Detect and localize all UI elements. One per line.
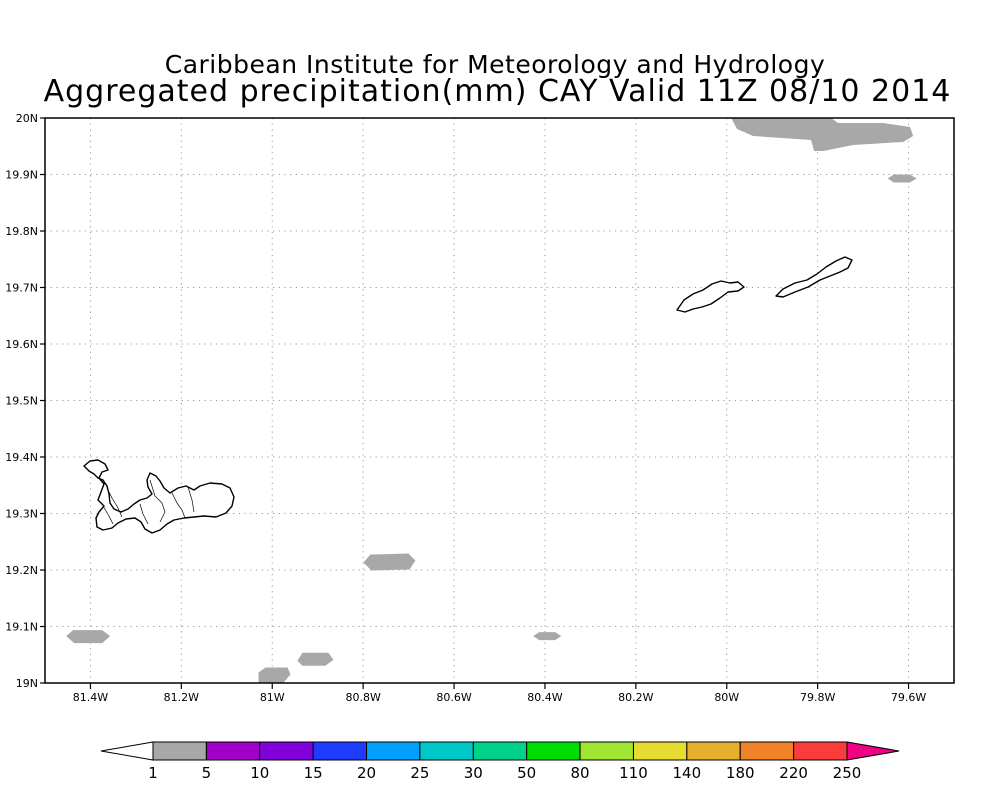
- colorbar-swatch: [205, 741, 261, 761]
- colorbar-level-label: 20: [357, 764, 376, 782]
- precip-area: [731, 117, 914, 151]
- colorbar-swatch: [472, 741, 528, 761]
- colorbar-level-label: 30: [464, 764, 483, 782]
- colorbar-level-label: 220: [779, 764, 808, 782]
- colorbar-swatch: [152, 741, 207, 761]
- colorbar-swatch: [259, 741, 314, 761]
- precip-area: [297, 652, 334, 666]
- colorbar-swatch: [526, 741, 581, 761]
- map-gridlines: [45, 117, 954, 684]
- precipitation-areas: [66, 117, 917, 683]
- colorbar-swatch: [793, 741, 848, 761]
- lat-tick-label: 19.4N: [5, 451, 38, 464]
- lon-tick-label: 80W: [714, 691, 739, 704]
- colorbar-swatch: [739, 741, 795, 761]
- coastlines: [83, 256, 853, 534]
- island-little-cayman: [676, 280, 745, 313]
- lat-tick-label: 19.8N: [5, 225, 38, 238]
- lon-tick-label: 81.4W: [73, 691, 108, 704]
- lat-tick-label: 19.2N: [5, 564, 38, 577]
- colorbar-level-label: 250: [833, 764, 862, 782]
- grand-cayman-inner-lines: [102, 479, 195, 525]
- colorbar-over-triangle: [846, 741, 900, 761]
- colorbar-level-label: 15: [304, 764, 323, 782]
- chart-subtitle: Aggregated precipitation(mm) CAY Valid 1…: [43, 74, 952, 109]
- lon-tick-label: 81W: [260, 691, 285, 704]
- colorbar-under-triangle: [100, 741, 154, 761]
- lat-tick-label: 19.1N: [5, 621, 38, 634]
- colorbar-level-label: 80: [571, 764, 590, 782]
- colorbar-level-label: 180: [726, 764, 755, 782]
- lat-tick-label: 19N: [16, 677, 38, 690]
- colorbar-swatch: [579, 741, 634, 761]
- colorbar-level-label: 1: [148, 764, 158, 782]
- island-cayman-brac: [775, 256, 853, 298]
- lat-tick-label: 19.5N: [5, 395, 38, 408]
- precip-area: [533, 632, 562, 641]
- lon-tick-label: 79.6W: [891, 691, 926, 704]
- island-grand-cayman: [83, 459, 235, 534]
- colorbar-level-label: 110: [619, 764, 648, 782]
- lon-tick-label: 80.4W: [527, 691, 562, 704]
- map-axes: 81.4W 81.2W 81W 80.8W 80.6W 80.4W 80.2W 80W 79.8…: [5, 112, 926, 704]
- colorbar-level-label: 25: [410, 764, 429, 782]
- precip-area: [363, 553, 416, 571]
- precip-area: [258, 667, 291, 683]
- colorbar-swatch: [366, 741, 421, 761]
- lat-tick-label: 19.9N: [5, 169, 38, 182]
- colorbar-level-label: 5: [202, 764, 212, 782]
- chart-title: Caribbean Institute for Meteorology and …: [164, 50, 826, 79]
- colorbar-swatch: [632, 741, 688, 761]
- colorbar-swatch: [686, 741, 741, 761]
- lon-tick-label: 81.2W: [164, 691, 199, 704]
- colorbar-level-label: 10: [250, 764, 269, 782]
- colorbar: 1 5 10 15 20 25 30 50 80 110 140 180 220 250: [100, 741, 900, 782]
- lat-tick-label: 19.7N: [5, 282, 38, 295]
- lon-tick-label: 80.6W: [436, 691, 471, 704]
- colorbar-swatch: [312, 741, 368, 761]
- colorbar-swatch: [419, 741, 474, 761]
- precip-area: [887, 174, 917, 183]
- precip-area: [66, 630, 111, 644]
- colorbar-level-label: 140: [673, 764, 702, 782]
- lon-tick-label: 80.2W: [618, 691, 653, 704]
- colorbar-level-label: 50: [517, 764, 536, 782]
- lon-tick-label: 80.8W: [345, 691, 380, 704]
- lon-tick-label: 79.8W: [800, 691, 835, 704]
- map-frame: [44, 117, 955, 684]
- lat-tick-label: 19.6N: [5, 338, 38, 351]
- lat-tick-label: 20N: [16, 112, 38, 125]
- lat-tick-label: 19.3N: [5, 508, 38, 521]
